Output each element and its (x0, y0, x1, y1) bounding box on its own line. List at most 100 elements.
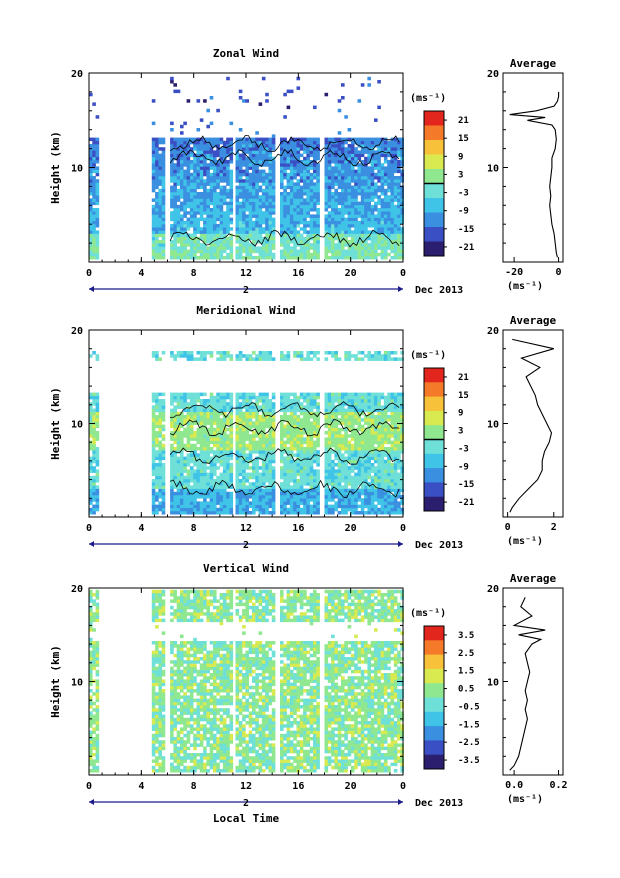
heatmap-cell (152, 431, 156, 435)
heatmap-cell (348, 173, 352, 177)
heatmap-cell (344, 473, 348, 477)
heatmap-cell (230, 434, 234, 438)
heatmap-cell (262, 505, 266, 509)
heatmap-cell (203, 237, 207, 241)
heatmap-cell (255, 450, 259, 454)
heatmap-cell (203, 186, 207, 190)
heatmap-cell (162, 189, 166, 193)
heatmap-cell (197, 250, 201, 254)
heatmap-cell (162, 224, 166, 228)
heatmap-cell (341, 218, 345, 222)
heatmap-cell (200, 444, 204, 448)
heatmap-cell (364, 198, 368, 202)
heatmap-cell (297, 186, 301, 190)
heatmap-cell (331, 147, 335, 151)
heatmap-cell (206, 418, 210, 422)
heatmap-cell (245, 447, 249, 451)
heatmap-cell (310, 469, 314, 473)
heatmap-cell (206, 437, 210, 441)
heatmap-cell (162, 447, 166, 451)
heatmap-cell (230, 186, 234, 190)
heatmap-cell (158, 198, 162, 202)
heatmap-cell (287, 198, 291, 202)
heatmap-cell (226, 511, 230, 515)
heatmap-cell (230, 501, 234, 505)
heatmap-cell (325, 192, 329, 196)
heatmap-cell (210, 189, 214, 193)
heatmap-cell (303, 453, 307, 457)
heatmap-cell (193, 508, 197, 512)
heatmap-cell (187, 508, 191, 512)
heatmap-cell (262, 396, 266, 400)
heatmap-cell (200, 508, 204, 512)
heatmap-cell (262, 450, 266, 454)
heatmap-cell (230, 495, 234, 499)
heatmap-cell (187, 460, 191, 464)
heatmap-cell (280, 399, 284, 403)
heatmap-cell (162, 409, 166, 413)
heatmap-cell (226, 237, 230, 241)
heatmap-cell (92, 489, 96, 493)
heatmap-cell (384, 208, 388, 212)
heatmap-cell (152, 170, 156, 174)
heatmap-cell (325, 93, 329, 97)
heatmap-cell (293, 186, 297, 190)
heatmap-cell (325, 505, 329, 509)
heatmap-cell (381, 218, 385, 222)
heatmap-cell (310, 246, 314, 250)
heatmap-cell (272, 211, 276, 215)
heatmap-cell (272, 476, 276, 480)
heatmap-cell (371, 253, 375, 256)
heatmap-cell (265, 421, 269, 425)
heatmap-cell (220, 141, 224, 145)
heatmap-cell (190, 473, 194, 477)
heatmap-cell (287, 250, 291, 254)
heatmap-cell (313, 176, 317, 180)
heatmap-cell (259, 205, 263, 209)
heatmap-cell (206, 501, 210, 505)
heatmap-cell (381, 211, 385, 215)
heatmap-cell (325, 402, 329, 406)
heatmap-cell (187, 441, 191, 445)
heatmap-cell (341, 221, 345, 225)
heatmap-cell (287, 163, 291, 167)
heatmap-cell (249, 250, 253, 254)
heatmap-cell (245, 176, 249, 180)
heatmap-cell (180, 399, 184, 403)
heatmap-cell (223, 214, 227, 218)
heatmap-cell (316, 460, 320, 464)
heatmap-cell (223, 198, 227, 202)
heatmap-cell (391, 150, 395, 154)
heatmap-cell (300, 351, 304, 355)
heatmap-cell (269, 409, 273, 413)
heatmap-cell (245, 466, 249, 470)
heatmap-cell (245, 99, 249, 103)
heatmap-cell (197, 399, 201, 403)
heatmap-cell (381, 170, 385, 174)
heatmap-cell (297, 208, 301, 212)
heatmap-cell (216, 214, 220, 218)
heatmap-cell (193, 182, 197, 186)
heatmap-cell (280, 469, 284, 473)
heatmap-cell (391, 147, 395, 151)
heatmap-cell (348, 253, 352, 256)
heatmap-cell (183, 224, 187, 228)
heatmap-cell (334, 144, 338, 148)
heatmap-cell (170, 418, 174, 422)
heatmap-cell (197, 147, 201, 151)
heatmap-cell (183, 402, 187, 406)
heatmap-cell (316, 405, 320, 409)
heatmap-cell (287, 393, 291, 397)
heatmap-cell (306, 437, 310, 441)
heatmap-cell (341, 250, 345, 254)
heatmap-cell (180, 125, 184, 129)
heatmap-cell (197, 482, 201, 486)
heatmap-cell (92, 450, 96, 454)
heatmap-cell (173, 214, 177, 218)
heatmap-cell (152, 186, 156, 190)
heatmap-cell (242, 508, 246, 512)
heatmap-cell (236, 221, 240, 225)
heatmap-cell (200, 234, 204, 238)
heatmap-cell (252, 409, 256, 413)
heatmap-cell (183, 192, 187, 196)
